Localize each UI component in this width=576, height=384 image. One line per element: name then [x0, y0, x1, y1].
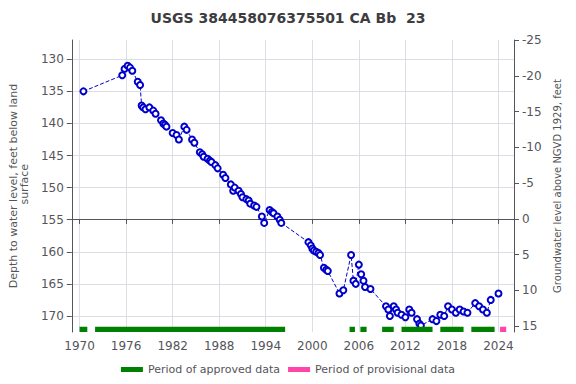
svg-text:0: 0: [522, 212, 530, 226]
svg-text:-10: -10: [522, 140, 542, 154]
svg-text:2018: 2018: [437, 339, 468, 353]
svg-text:160: 160: [41, 245, 64, 259]
svg-text:1994: 1994: [250, 339, 281, 353]
svg-text:1982: 1982: [157, 339, 188, 353]
svg-text:5: 5: [522, 248, 530, 262]
svg-text:1988: 1988: [204, 339, 235, 353]
svg-text:Period of provisional data: Period of provisional data: [315, 363, 455, 376]
svg-text:USGS 384458076375501 CA Bb 23: USGS 384458076375501 CA Bb 23: [151, 10, 426, 26]
svg-text:2006: 2006: [344, 339, 375, 353]
svg-text:2012: 2012: [390, 339, 421, 353]
svg-text:Period of approved data: Period of approved data: [148, 363, 280, 376]
svg-text:165: 165: [41, 277, 64, 291]
svg-text:-5: -5: [522, 176, 534, 190]
svg-text:135: 135: [41, 84, 64, 98]
svg-text:170: 170: [41, 309, 64, 323]
svg-text:1970: 1970: [64, 339, 95, 353]
svg-text:-20: -20: [522, 69, 542, 83]
svg-text:130: 130: [41, 52, 64, 66]
svg-text:2024: 2024: [483, 339, 514, 353]
svg-text:150: 150: [41, 181, 64, 195]
svg-text:-25: -25: [522, 33, 542, 47]
svg-text:Groundwater level above NGVD 1: Groundwater level above NGVD 1929, feet: [552, 79, 563, 293]
svg-text:-15: -15: [522, 105, 542, 119]
svg-text:1976: 1976: [111, 339, 142, 353]
svg-text:2000: 2000: [297, 339, 328, 353]
svg-text:140: 140: [41, 116, 64, 130]
svg-text:Depth to water level, feet bel: Depth to water level, feet below land: [7, 83, 20, 289]
svg-text:145: 145: [41, 149, 64, 163]
svg-text:155: 155: [41, 213, 64, 227]
svg-text:surface: surface: [18, 164, 31, 208]
svg-text:15: 15: [522, 319, 537, 333]
svg-text:10: 10: [522, 283, 537, 297]
